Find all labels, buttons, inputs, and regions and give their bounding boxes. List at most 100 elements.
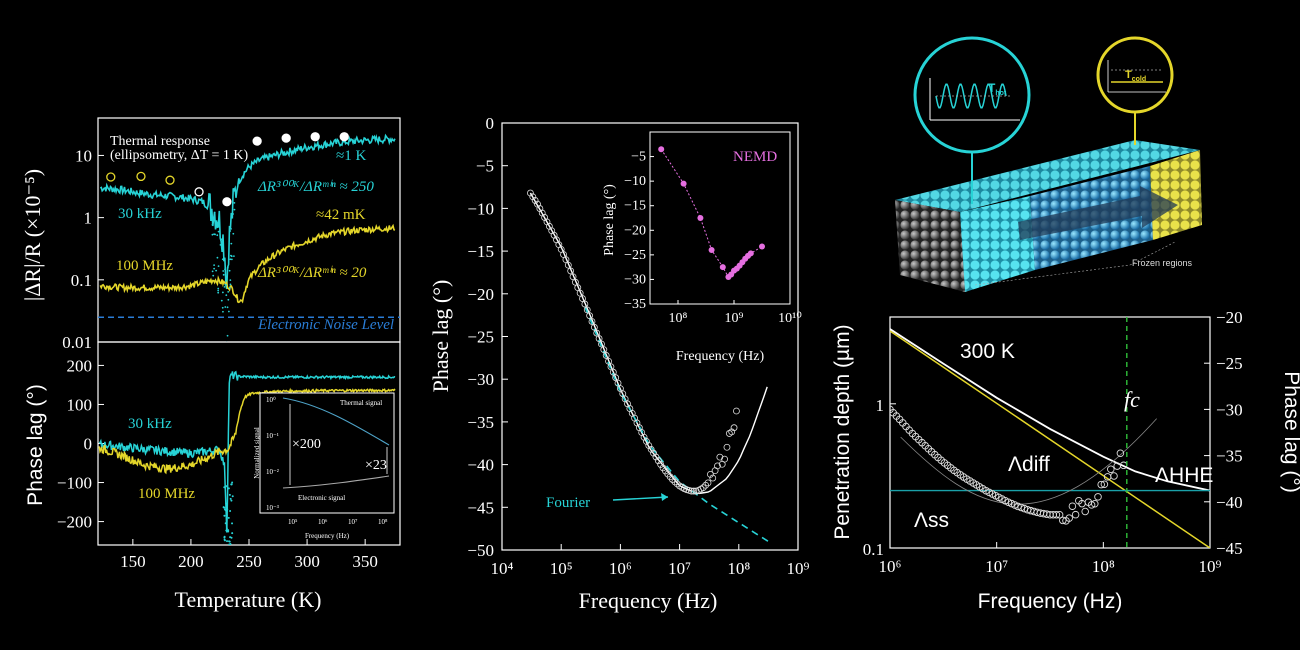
series-line-100mhz	[99, 223, 396, 304]
ytick-label: 1	[876, 396, 885, 415]
data-point	[233, 201, 236, 204]
inset-ytick: 10⁻³	[266, 504, 279, 512]
data-point	[1065, 514, 1073, 522]
data-point	[643, 437, 650, 445]
data-point	[229, 497, 232, 500]
data-point	[223, 514, 226, 517]
data-point	[228, 286, 231, 289]
data-point	[213, 267, 216, 270]
data-point	[588, 318, 596, 325]
data-point	[221, 306, 224, 309]
data-point	[704, 479, 712, 487]
fc-label: fc	[1124, 387, 1140, 412]
data-point	[213, 211, 216, 214]
data-point	[595, 335, 603, 342]
data-point	[216, 256, 219, 259]
t-hot-label: Thot	[988, 81, 1007, 97]
thermal-response-sub: (ellipsometry, ΔT = 1 K)	[110, 148, 249, 163]
data-point	[564, 261, 572, 269]
panel-letter: D	[828, 287, 841, 307]
ytick-right-label: −20	[1216, 308, 1243, 327]
data-point	[614, 379, 622, 387]
ytick-label: 100	[67, 395, 93, 414]
middle-inset-ylabel: Phase lag (°)	[602, 184, 617, 256]
temperature-label: 300 K	[512, 164, 549, 180]
inset-ytick-label: −10	[624, 174, 646, 189]
wire-heat-arrow	[1018, 186, 1178, 240]
data-point	[590, 323, 598, 331]
middle-xlabel: Frequency (Hz)	[579, 588, 718, 613]
data-point	[213, 233, 215, 236]
data-point	[529, 193, 537, 201]
ytick-label: −30	[467, 370, 494, 389]
data-point	[227, 529, 230, 532]
ytick-label: 0.1	[71, 271, 92, 290]
data-point	[211, 224, 214, 226]
data-point	[1055, 510, 1064, 519]
ytick-right-label: −30	[1216, 400, 1243, 419]
data-point	[220, 238, 223, 241]
xtick-label: 10⁹	[1199, 557, 1222, 576]
label-100mhz-bottom: 100 MHz	[138, 486, 195, 502]
data-point	[225, 502, 228, 505]
data-point	[227, 487, 230, 490]
data-point	[217, 291, 220, 294]
inset-ytick-label: −30	[624, 272, 646, 287]
right-ylabel-2: Phase lag (°)	[1280, 371, 1300, 493]
data-point	[222, 273, 225, 276]
data-point	[231, 481, 234, 484]
xtick-label: 10⁶	[879, 557, 902, 576]
inset-xtick-label: 10⁸	[669, 311, 688, 326]
data-point	[230, 254, 232, 257]
noise-level-label: Electronic Noise Level	[257, 317, 394, 333]
lambda-ss-label: Λss	[914, 509, 949, 532]
data-point	[1091, 500, 1099, 508]
data-point	[225, 294, 228, 297]
xtick-label: 250	[236, 552, 262, 571]
data-point	[225, 485, 228, 488]
data-point	[217, 289, 220, 292]
middle-inset-xlabel: Frequency (Hz)	[676, 349, 765, 364]
ytick-label: 0.1	[863, 540, 884, 559]
inset-xtick: 10⁶	[318, 518, 328, 526]
middle-inset: −5 −10 −15 −20 −25 −30 −35 10⁸ 10⁹ 10¹⁰ NEMD Freq…	[602, 131, 802, 364]
ytick-label: −40	[467, 456, 494, 475]
ytick-label: −20	[467, 285, 494, 304]
data-point	[215, 269, 218, 272]
data-point	[227, 310, 230, 313]
right-frame	[889, 316, 1211, 549]
thermal-point	[339, 132, 349, 142]
data-point	[211, 233, 214, 236]
data-point	[714, 462, 721, 470]
data-point	[227, 298, 230, 301]
ytick-label: −10	[467, 199, 494, 218]
data-point	[706, 470, 714, 478]
inset-ytick: 10⁻¹	[266, 432, 279, 440]
data-point	[1081, 507, 1089, 516]
ytick-right-label: −35	[1216, 447, 1243, 466]
data-point	[219, 243, 222, 246]
xtick-label: 10⁴	[491, 559, 514, 578]
xtick-label: 10⁸	[727, 559, 750, 578]
data-point	[1087, 501, 1096, 509]
data-point	[652, 453, 660, 461]
data-point	[1107, 465, 1115, 473]
data-point	[229, 258, 232, 261]
data-point	[576, 289, 584, 297]
right-temp-label: 300 K	[960, 340, 1015, 363]
data-point	[1014, 502, 1022, 511]
left-xlabel: Temperature (K)	[175, 587, 322, 612]
inset-electronic-label: Electronic signal	[298, 494, 345, 502]
data-point	[231, 522, 234, 525]
data-point	[669, 476, 676, 483]
data-point	[228, 540, 231, 543]
data-point	[721, 455, 728, 463]
data-point	[229, 283, 232, 286]
data-point	[640, 433, 648, 441]
data-point	[733, 407, 740, 415]
data-point	[586, 312, 594, 320]
data-point	[230, 483, 233, 486]
data-point	[567, 267, 575, 275]
label-30khz-bottom: 30 kHz	[128, 416, 172, 432]
inset-ytick-label: −25	[624, 248, 646, 263]
